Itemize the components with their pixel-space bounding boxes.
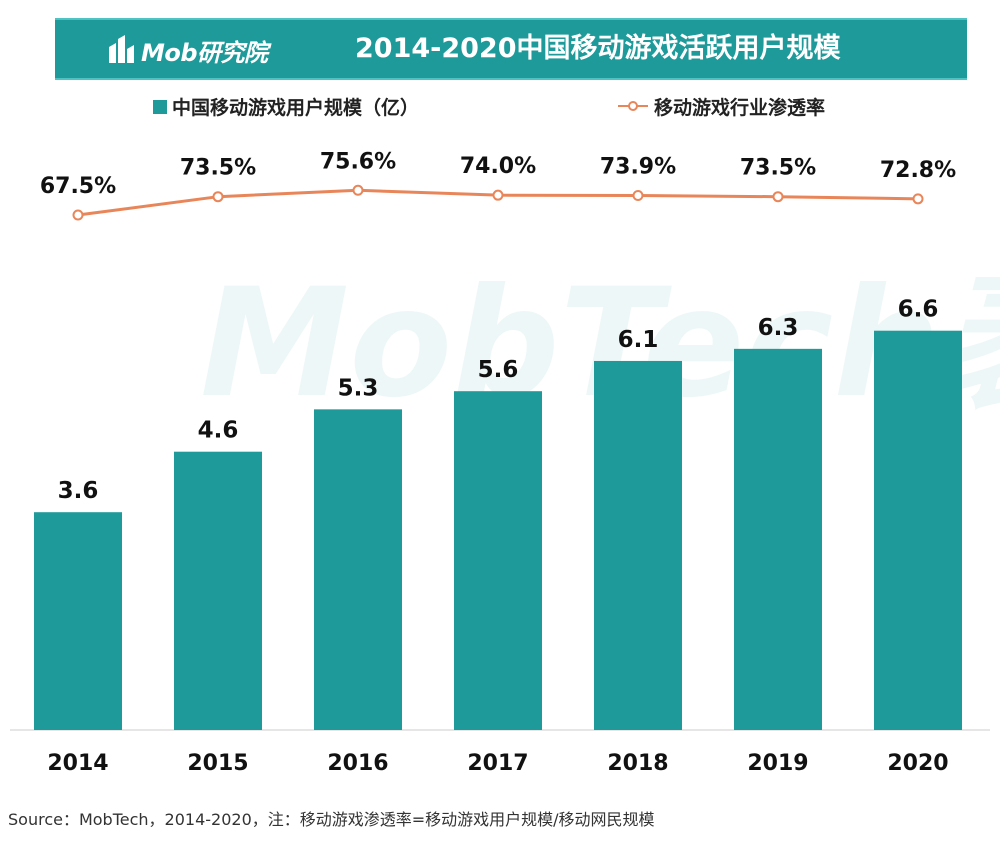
x-tick-label: 2020 xyxy=(887,751,948,776)
rate-point-2019 xyxy=(772,191,784,203)
bar-value-label: 6.6 xyxy=(898,297,939,323)
rate-value-label: 73.9% xyxy=(600,154,676,179)
x-tick-label: 2018 xyxy=(607,751,668,776)
bar-2018 xyxy=(594,360,682,730)
bar-value-label: 6.1 xyxy=(618,327,659,353)
bar-value-label: 6.3 xyxy=(758,315,799,341)
chart-svg: MobTech袤博 中国移动游戏用户规模（亿） 移动游戏行业渗透率 3.6201… xyxy=(10,96,1000,776)
chart-title: 2014-2020中国移动游戏活跃用户规模 xyxy=(355,33,841,64)
rate-point-2020 xyxy=(912,193,924,205)
rate-value-label: 75.6% xyxy=(320,149,396,174)
legend-line-label: 移动游戏行业渗透率 xyxy=(654,96,825,119)
bar-2015 xyxy=(174,451,262,730)
x-tick-label: 2017 xyxy=(467,751,528,776)
building-logo-icon xyxy=(109,35,134,63)
rate-point-2018 xyxy=(632,189,644,201)
bar-2020 xyxy=(874,330,962,730)
source-note: Source：MobTech，2014-2020，注：移动游戏渗透率=移动游戏用… xyxy=(8,810,655,829)
legend-bar-label: 中国移动游戏用户规模（亿） xyxy=(172,96,419,119)
x-tick-label: 2019 xyxy=(747,751,808,776)
bar-2014 xyxy=(34,512,122,730)
rate-point-2016 xyxy=(352,184,364,196)
logo-text: Mob研究院 xyxy=(141,38,268,67)
bar-2019 xyxy=(734,348,822,730)
bar-value-label: 5.3 xyxy=(338,375,379,401)
legend-line-marker xyxy=(628,101,638,111)
bar-2017 xyxy=(454,391,542,730)
legend: 中国移动游戏用户规模（亿） 移动游戏行业渗透率 xyxy=(153,96,825,119)
x-tick-label: 2015 xyxy=(187,751,248,776)
bar-value-label: 5.6 xyxy=(478,357,519,383)
rate-value-label: 67.5% xyxy=(40,174,116,199)
rate-point-2017 xyxy=(492,189,504,201)
bar-value-label: 4.6 xyxy=(198,418,239,444)
rate-value-label: 72.8% xyxy=(880,158,956,183)
rate-point-2015 xyxy=(212,191,224,203)
x-tick-label: 2016 xyxy=(327,751,388,776)
x-tick-label: 2014 xyxy=(47,751,108,776)
rate-value-label: 73.5% xyxy=(180,156,256,181)
rate-point-2014 xyxy=(72,209,84,221)
legend-bar-swatch xyxy=(153,100,167,114)
mob-logo: Mob研究院 xyxy=(107,32,268,68)
rate-value-label: 74.0% xyxy=(460,154,536,179)
bar-value-label: 3.6 xyxy=(58,478,99,504)
rate-value-label: 73.5% xyxy=(740,156,816,181)
bar-2016 xyxy=(314,409,402,730)
chart-header: Mob研究院 2014-2020中国移动游戏活跃用户规模 xyxy=(55,18,967,80)
